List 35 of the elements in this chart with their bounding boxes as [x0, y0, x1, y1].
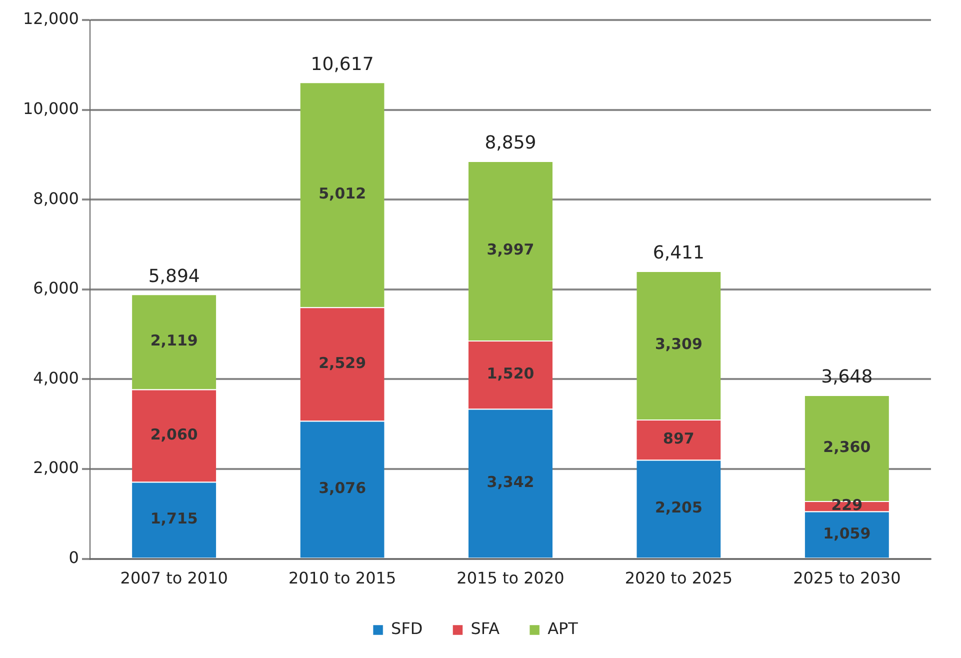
y-tick-label: 8,000 [33, 188, 79, 208]
total-label: 8,859 [484, 132, 536, 154]
total-label: 6,411 [652, 242, 704, 264]
y-tick-label: 10,000 [23, 98, 79, 118]
total-label: 10,617 [310, 54, 374, 75]
x-tick-label: 2015 to 2020 [456, 568, 564, 588]
legend-label: APT [548, 619, 578, 638]
data-label: 2,119 [150, 332, 198, 350]
data-label: 2,360 [823, 438, 871, 456]
x-tick-label: 2007 to 2010 [120, 568, 228, 588]
legend-label: SFA [470, 619, 500, 638]
data-label: 2,529 [318, 354, 366, 372]
data-label: 897 [663, 430, 694, 448]
data-label: 2,205 [654, 498, 702, 517]
data-label: 3,997 [486, 240, 534, 259]
legend-label: SFD [391, 619, 423, 638]
total-label: 3,648 [821, 366, 873, 388]
data-label: 5,012 [318, 184, 366, 203]
data-label: 2,060 [150, 425, 198, 444]
y-tick-label: 6,000 [33, 278, 79, 298]
data-label: 229 [831, 496, 863, 514]
x-tick-label: 2010 to 2015 [288, 568, 396, 588]
data-label: 3,342 [486, 473, 534, 492]
data-label: 1,715 [150, 510, 198, 528]
data-label: 1,520 [486, 364, 534, 383]
x-tick-label: 2025 to 2030 [793, 568, 901, 588]
data-label: 3,309 [654, 335, 702, 354]
x-tick-label: 2020 to 2025 [624, 568, 733, 588]
y-tick-label: 0 [68, 548, 79, 567]
total-label: 5,894 [148, 266, 200, 287]
y-tick-label: 4,000 [33, 368, 79, 388]
y-tick-label: 12,000 [23, 9, 79, 28]
y-tick-label: 2,000 [33, 458, 79, 478]
data-label: 3,076 [318, 479, 366, 498]
data-label: 1,059 [823, 524, 871, 542]
